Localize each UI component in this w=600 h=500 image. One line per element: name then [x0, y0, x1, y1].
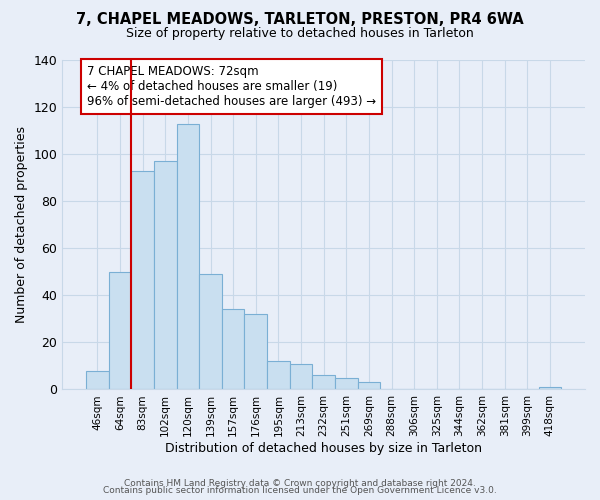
- Bar: [109, 272, 131, 390]
- Bar: [290, 364, 313, 390]
- Bar: [539, 387, 561, 390]
- Bar: [222, 310, 244, 390]
- Bar: [176, 124, 199, 390]
- Bar: [86, 370, 109, 390]
- Bar: [131, 170, 154, 390]
- Bar: [244, 314, 267, 390]
- Bar: [154, 161, 176, 390]
- Text: 7, CHAPEL MEADOWS, TARLETON, PRESTON, PR4 6WA: 7, CHAPEL MEADOWS, TARLETON, PRESTON, PR…: [76, 12, 524, 28]
- Bar: [358, 382, 380, 390]
- X-axis label: Distribution of detached houses by size in Tarleton: Distribution of detached houses by size …: [165, 442, 482, 455]
- Bar: [199, 274, 222, 390]
- Text: Size of property relative to detached houses in Tarleton: Size of property relative to detached ho…: [126, 28, 474, 40]
- Bar: [267, 361, 290, 390]
- Text: 7 CHAPEL MEADOWS: 72sqm
← 4% of detached houses are smaller (19)
96% of semi-det: 7 CHAPEL MEADOWS: 72sqm ← 4% of detached…: [86, 64, 376, 108]
- Bar: [313, 376, 335, 390]
- Text: Contains public sector information licensed under the Open Government Licence v3: Contains public sector information licen…: [103, 486, 497, 495]
- Y-axis label: Number of detached properties: Number of detached properties: [15, 126, 28, 323]
- Text: Contains HM Land Registry data © Crown copyright and database right 2024.: Contains HM Land Registry data © Crown c…: [124, 478, 476, 488]
- Bar: [335, 378, 358, 390]
